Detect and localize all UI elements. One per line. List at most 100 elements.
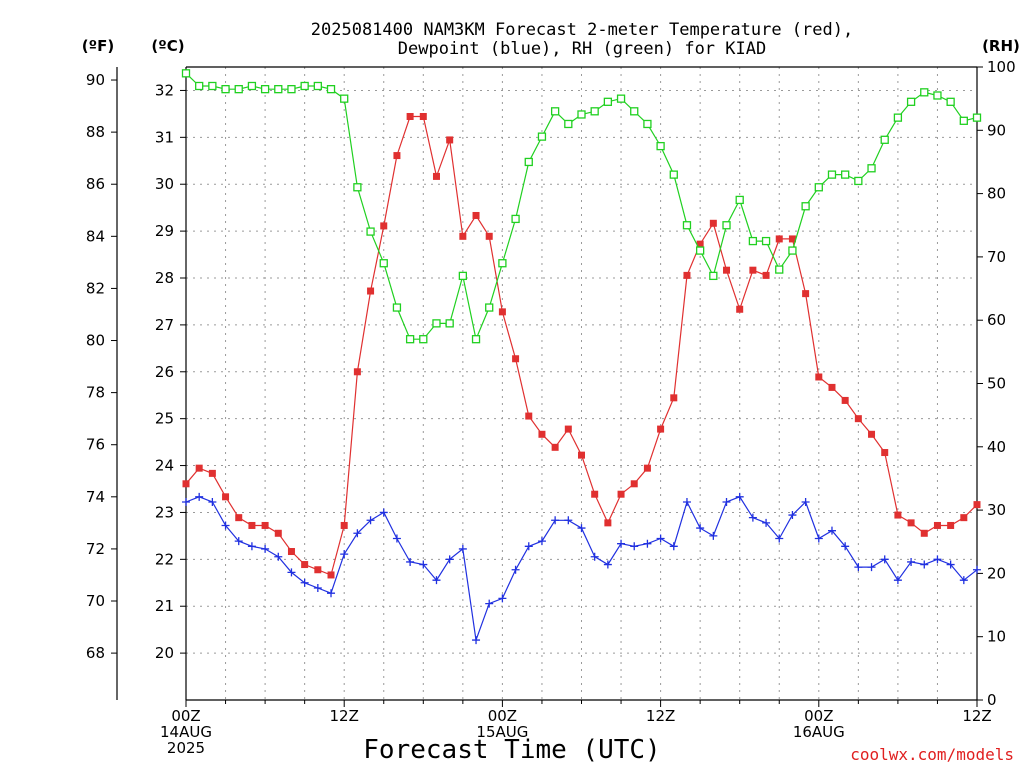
dewpoint-point-57 xyxy=(933,555,942,564)
rh-point-20 xyxy=(445,319,454,328)
rh-point-23 xyxy=(485,303,494,312)
f-tick-label-88: 88 xyxy=(86,123,105,141)
dewpoint-point-34 xyxy=(630,542,639,551)
temperature-point-9 xyxy=(301,561,309,569)
f-tick-label-74: 74 xyxy=(86,488,105,506)
temperature-point-59 xyxy=(960,514,968,522)
c-tick-label-23: 23 xyxy=(155,503,174,521)
f-tick-label-70: 70 xyxy=(86,592,105,610)
c-tick-label-25: 25 xyxy=(155,410,174,428)
temperature-point-39 xyxy=(696,240,704,248)
dewpoint-point-16 xyxy=(392,534,401,543)
c-tick-label-24: 24 xyxy=(155,457,174,475)
x-tick-label-3: 12Z xyxy=(646,707,675,725)
x-tick-label-5: 12Z xyxy=(962,707,991,725)
x-tick-label-1: 12Z xyxy=(330,707,359,725)
rh-point-25 xyxy=(511,214,520,224)
temperature-point-57 xyxy=(933,521,941,529)
c-tick-label-20: 20 xyxy=(155,644,174,662)
axes: 68 70 72 74 76 78 80 82 84 86 88 90 20 21 22 23 24 25 26 27… xyxy=(86,58,1016,757)
dewpoint-point-24 xyxy=(498,594,507,603)
temperature-point-19 xyxy=(432,172,440,180)
temperature-point-14 xyxy=(367,287,375,295)
rh-point-26 xyxy=(524,157,533,167)
dewpoint-point-32 xyxy=(603,560,612,569)
c-tick-label-21: 21 xyxy=(155,597,174,615)
rh-point-17 xyxy=(405,335,415,344)
dewpoint-point-8 xyxy=(287,568,296,577)
f-tick-label-68: 68 xyxy=(86,644,105,662)
dewpoint-point-6 xyxy=(261,544,270,553)
rh-tick-label-20: 20 xyxy=(987,564,1006,582)
rh-point-31 xyxy=(590,107,599,116)
temperature-point-12 xyxy=(340,521,348,529)
f-tick-label-84: 84 xyxy=(86,227,105,245)
temperature-point-35 xyxy=(643,464,651,472)
rh-point-6 xyxy=(260,85,270,94)
temperature-point-7 xyxy=(274,529,282,537)
temperature-point-42 xyxy=(736,305,744,313)
temperature-point-34 xyxy=(630,480,638,488)
dewpoint-point-44 xyxy=(762,518,771,527)
c-tick-label-29: 29 xyxy=(155,222,174,240)
temperature-point-18 xyxy=(419,112,427,120)
rh-point-39 xyxy=(696,246,705,255)
temperature-markers xyxy=(182,112,981,579)
temperature-point-41 xyxy=(723,266,731,274)
temperature-point-22 xyxy=(472,211,480,219)
dewpoint-point-17 xyxy=(406,557,415,566)
temperature-point-46 xyxy=(788,235,796,243)
temperature-point-47 xyxy=(802,290,810,298)
dewpoint-point-22 xyxy=(472,636,481,645)
rh-point-15 xyxy=(379,259,388,268)
x-tick-label-4: 00Z 16AUG xyxy=(793,707,845,741)
dewpoint-point-26 xyxy=(524,542,533,551)
temperature-point-27 xyxy=(538,430,546,438)
f-tick-label-90: 90 xyxy=(86,71,105,89)
dewpoint-point-4 xyxy=(234,537,243,546)
dewpoint-point-23 xyxy=(485,599,494,608)
unit-label-celsius: (ºC) xyxy=(151,37,184,55)
f-tick-label-82: 82 xyxy=(86,279,105,297)
rh-point-16 xyxy=(392,303,402,312)
temperature-point-54 xyxy=(894,511,902,519)
dewpoint-point-20 xyxy=(445,555,454,564)
dewpoint-point-54 xyxy=(893,576,902,585)
dewpoint-point-33 xyxy=(617,539,626,548)
rh-point-42 xyxy=(735,195,744,205)
rh-point-14 xyxy=(366,227,375,236)
rh-point-13 xyxy=(353,183,362,192)
temperature-point-8 xyxy=(287,548,295,556)
rh-point-29 xyxy=(564,119,573,129)
temperature-point-37 xyxy=(670,394,678,402)
temperature-point-4 xyxy=(235,514,243,522)
series-lines xyxy=(181,69,982,645)
temperature-point-20 xyxy=(446,136,454,144)
temperature-point-6 xyxy=(261,521,269,529)
temperature-point-36 xyxy=(657,425,665,433)
dewpoint-point-11 xyxy=(327,589,336,598)
dewpoint-point-49 xyxy=(827,526,836,535)
rh-point-53 xyxy=(880,135,889,144)
rh-point-40 xyxy=(709,271,718,281)
grid-lines xyxy=(186,67,977,700)
dewpoint-point-53 xyxy=(880,555,889,564)
rh-point-7 xyxy=(274,85,283,94)
dewpoint-point-60 xyxy=(973,565,981,574)
c-tick-label-31: 31 xyxy=(155,128,174,146)
temperature-point-56 xyxy=(920,529,928,537)
dewpoint-point-12 xyxy=(340,550,349,559)
credit-text: coolwx.com/models xyxy=(850,745,1014,764)
dewpoint-markers xyxy=(182,492,981,645)
dewpoint-point-1 xyxy=(195,492,204,501)
rh-point-59 xyxy=(959,116,968,125)
rh-point-43 xyxy=(748,236,758,246)
rh-tick-label-40: 40 xyxy=(987,438,1006,456)
rh-point-60 xyxy=(972,113,982,122)
temperature-point-33 xyxy=(617,490,625,498)
rh-point-24 xyxy=(498,259,507,268)
dewpoint-point-0 xyxy=(182,498,190,507)
temperature-point-52 xyxy=(868,430,876,438)
temperature-point-40 xyxy=(709,219,717,227)
dewpoint-point-3 xyxy=(221,521,230,530)
